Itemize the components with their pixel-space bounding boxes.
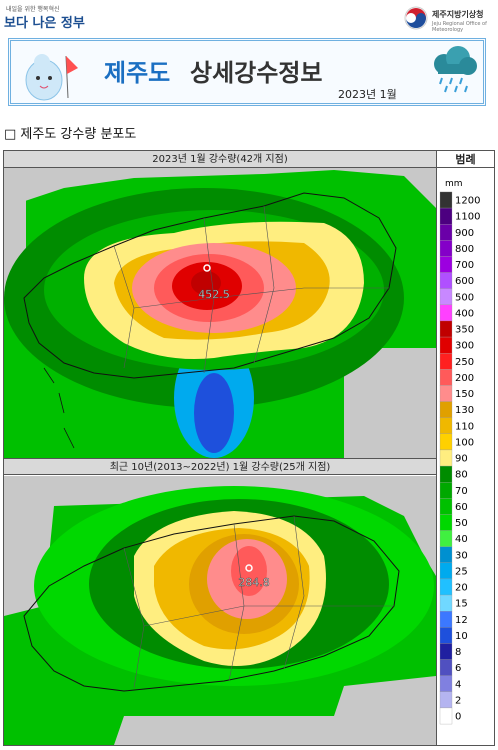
legend-swatch — [439, 353, 453, 370]
legend-swatch — [439, 643, 453, 660]
legend-label: 2 — [455, 695, 461, 706]
legend-swatch — [439, 433, 453, 451]
legend-swatch — [439, 659, 453, 676]
legend-swatch — [439, 320, 453, 338]
legend-label: 400 — [455, 308, 474, 319]
legend-swatch — [439, 611, 453, 628]
legend-label: 800 — [455, 244, 474, 255]
divider — [436, 150, 437, 746]
legend-swatch — [439, 594, 453, 612]
legend-label: 600 — [455, 276, 474, 287]
legend-label: 30 — [455, 550, 468, 561]
agency-logo — [404, 6, 428, 30]
legend-label: 250 — [455, 357, 474, 368]
legend-label: 150 — [455, 389, 474, 400]
slogan: 내일을 위한 행복혁신 — [6, 6, 60, 13]
legend-swatch — [439, 272, 453, 289]
title-box — [8, 38, 486, 106]
legend-swatch — [439, 562, 453, 580]
legend-swatch — [439, 240, 453, 257]
legend-label: 90 — [455, 454, 468, 465]
legend-label: 15 — [455, 599, 468, 610]
legend-unit: mm — [445, 179, 463, 189]
legend-label: 700 — [455, 260, 474, 271]
legend-label: 12 — [455, 615, 468, 626]
legend-swatch — [439, 369, 453, 386]
peak-label: 284.8 — [238, 576, 270, 589]
legend-label: 10 — [455, 631, 468, 642]
legend-swatch — [439, 675, 453, 692]
agency: 제주지방기상청 — [432, 10, 484, 19]
legend-label: 70 — [455, 486, 468, 497]
date: 2023년 1월 — [338, 88, 397, 101]
legend: mm 1200110090080070060050040035030025020… — [439, 179, 480, 725]
legend-swatch — [439, 207, 453, 225]
legend-swatch — [439, 707, 453, 725]
rain-map: 452.5 — [4, 168, 436, 458]
legend-label: 200 — [455, 373, 474, 384]
rain-icon — [434, 46, 477, 93]
legend-label: 25 — [455, 566, 468, 577]
legend-swatch — [439, 304, 453, 322]
legend-label: 4 — [455, 679, 461, 690]
legend-swatch — [439, 691, 453, 709]
map-title: 2023년 1월 강수량(42개 지점) — [4, 151, 436, 168]
legend-label: 300 — [455, 341, 474, 352]
legend-swatch — [439, 546, 453, 563]
legend-swatch — [439, 256, 453, 273]
legend-swatch — [439, 336, 453, 354]
legend-label: 900 — [455, 228, 474, 239]
legend-label: 100 — [455, 437, 474, 448]
legend-label: 50 — [455, 518, 468, 529]
legend-swatch — [439, 578, 453, 596]
section-heading: □ 제주도 강수량 분포도 — [4, 127, 137, 142]
title-region: 제주도 — [104, 59, 171, 87]
peak-label: 452.5 — [198, 288, 230, 301]
legend-swatch — [439, 627, 453, 644]
legend-label: 130 — [455, 405, 474, 416]
legend-label: 60 — [455, 502, 468, 513]
map-title: 최근 10년(2013~2022년) 1월 강수량(25개 지점) — [4, 458, 436, 475]
rain-map: 284.8 — [4, 476, 436, 745]
legend-swatch — [439, 498, 453, 515]
legend-label: 6 — [455, 663, 461, 674]
legend-swatch — [439, 288, 453, 305]
title-name: 상세강수정보 — [190, 59, 323, 87]
legend-label: 80 — [455, 470, 468, 481]
legend-label: 8 — [455, 647, 461, 658]
legend-swatch — [439, 417, 453, 434]
legend-label: 1100 — [455, 212, 480, 223]
legend-swatch — [439, 191, 453, 209]
legend-label: 20 — [455, 583, 468, 594]
legend-swatch — [439, 514, 453, 531]
legend-label: 40 — [455, 534, 468, 545]
legend-label: 500 — [455, 292, 474, 303]
legend-swatch — [439, 449, 453, 467]
legend-label: 350 — [455, 325, 474, 336]
brand: 보다 나은 정부 — [4, 16, 85, 31]
mascot — [25, 54, 78, 101]
legend-title: 범례 — [437, 151, 494, 168]
legend-label: 0 — [455, 712, 461, 723]
legend-swatch — [439, 465, 453, 483]
legend-swatch — [439, 385, 453, 402]
map-table — [3, 150, 495, 746]
legend-label: 110 — [455, 421, 474, 432]
agency-en: Jeju Regional Office of Meteorology — [432, 21, 487, 33]
legend-label: 1200 — [455, 196, 480, 207]
legend-swatch — [439, 530, 453, 547]
legend-swatch — [439, 401, 453, 418]
legend-swatch — [439, 224, 453, 241]
legend-swatch — [439, 482, 453, 499]
